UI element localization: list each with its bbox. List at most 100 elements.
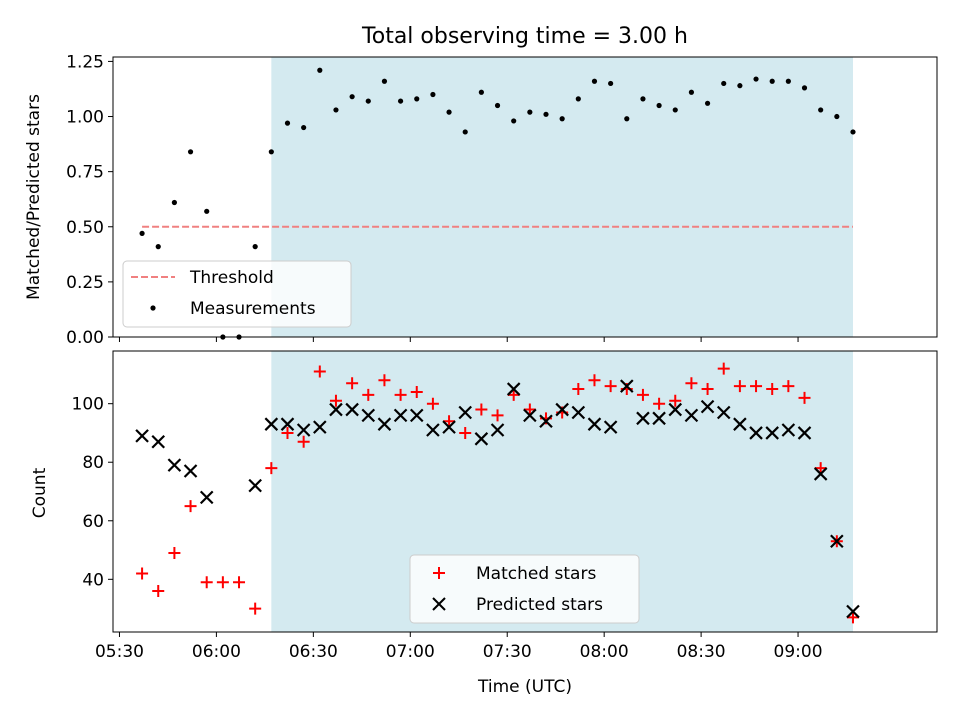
matched-star-point [265, 462, 278, 475]
predicted-star-point [846, 604, 860, 619]
predicted-star-point [490, 423, 505, 437]
count-x-tick-label: 07:00 [386, 642, 435, 662]
count-x-tick-label: 05:30 [95, 642, 144, 662]
ratio-y-tick-label: 1.25 [66, 52, 104, 72]
matched-star-point [572, 383, 585, 396]
measurement-point [397, 98, 404, 104]
chart-title: Total observing time = 3.00 h [361, 24, 688, 49]
matched-star-point [491, 409, 504, 422]
measurement-point [575, 96, 581, 102]
matched-star-point [588, 374, 601, 387]
measurement-point [171, 199, 177, 206]
measurement-point [543, 111, 549, 117]
predicted-star-point [135, 429, 149, 443]
matched-star-point [798, 391, 811, 404]
predicted-star-point [620, 379, 634, 393]
predicted-star-point [684, 408, 699, 423]
measurement-point [737, 83, 743, 89]
threshold-legend-label: Threshold [189, 268, 274, 288]
predicted-star-point [523, 408, 537, 423]
predicted-star-point [830, 534, 844, 549]
predicted-star-point [506, 382, 521, 396]
predicted-star-point [296, 423, 311, 437]
predicted-star-point [280, 417, 295, 431]
matched-star-point [329, 394, 342, 407]
ratio-y-axis: 0.00 0.25 0.50 0.75 1.00 1.25 [66, 52, 113, 348]
measurement-point [704, 100, 711, 106]
measurement-point [527, 109, 533, 115]
matched-legend-label: Matched stars [476, 564, 596, 584]
matched-star-point [636, 388, 649, 401]
measurement-point [494, 102, 501, 109]
matched-star-point [168, 546, 181, 559]
count-y-tick-label: 80 [82, 453, 104, 473]
predicted-star-point [813, 467, 828, 481]
ratio-legend-box [122, 260, 352, 328]
ratio-panel: 0.00 0.25 0.50 0.75 1.00 1.25 Total observing… [24, 24, 938, 348]
matched-legend-swatch [433, 567, 445, 579]
matched-star-point [701, 383, 714, 396]
predicted-star-point [474, 432, 489, 446]
measurement-point [268, 149, 274, 155]
measurement-point [624, 116, 630, 122]
matched-star-point [249, 602, 262, 615]
measurement-point [591, 78, 598, 84]
count-y-tick-label: 100 [72, 395, 104, 415]
ratio-y-tick-label: 0.75 [66, 163, 104, 183]
measurement-point [769, 78, 775, 84]
predicted-star-point [183, 464, 198, 478]
predicted-star-point [393, 408, 408, 423]
matched-star-point [426, 397, 439, 410]
matched-star-point [669, 394, 682, 407]
predicted-star-point [313, 420, 327, 434]
count-x-tick-label: 09:00 [774, 642, 823, 662]
measurement-point [204, 208, 210, 214]
measurement-point [381, 78, 388, 84]
count-plot-area [135, 362, 860, 624]
measurement-point [430, 91, 436, 98]
matched-star-point [297, 435, 310, 448]
count-y-axis-label: Count [30, 467, 50, 518]
ratio-legend: Threshold Measurements [122, 260, 352, 328]
predicted-star-point [409, 408, 424, 423]
predicted-star-point [345, 402, 359, 417]
matched-star-point [475, 403, 488, 416]
measurement-point [446, 109, 452, 115]
predicted-star-point [426, 423, 440, 437]
predicted-star-point [668, 402, 683, 417]
matched-star-point [814, 462, 827, 475]
measurement-point [721, 80, 727, 87]
predicted-star-point [248, 478, 262, 493]
matched-star-point [604, 380, 617, 393]
predicted-star-point [797, 426, 812, 440]
count-panel: 40 60 80 100 05:30 06:00 06:30 07:00 07:30 08:00… [30, 350, 938, 697]
ratio-x-axis [118, 337, 799, 342]
ratio-y-tick-label: 0.00 [66, 328, 104, 348]
predicted-star-point [781, 423, 796, 437]
predicted-star-point [571, 405, 586, 420]
predicted-star-point [329, 402, 343, 417]
matched-star-point [459, 426, 472, 439]
predicted-star-point [167, 458, 182, 472]
measurement-point [284, 120, 291, 126]
matched-star-point [507, 388, 520, 401]
predicted-star-point [587, 417, 602, 431]
measurement-point [333, 107, 339, 113]
measurement-point [850, 129, 856, 135]
predicted-star-point [749, 426, 763, 440]
predicted-star-point [442, 420, 456, 434]
predicted-star-point [458, 405, 472, 420]
count-x-axis-label: Time (UTC) [477, 677, 572, 697]
matched-star-point [378, 374, 391, 387]
measurement-point [478, 89, 484, 95]
observing-window-shade [271, 57, 853, 337]
count-y-axis: 40 60 80 100 [72, 395, 113, 590]
measurement-point [834, 113, 840, 120]
measurement-point [252, 244, 258, 250]
measurement-point [672, 107, 678, 113]
measurement-point [155, 244, 161, 250]
matched-star-point [846, 611, 859, 624]
measurement-point [462, 129, 468, 135]
matched-star-point [410, 385, 423, 398]
predicted-star-point [716, 405, 731, 420]
